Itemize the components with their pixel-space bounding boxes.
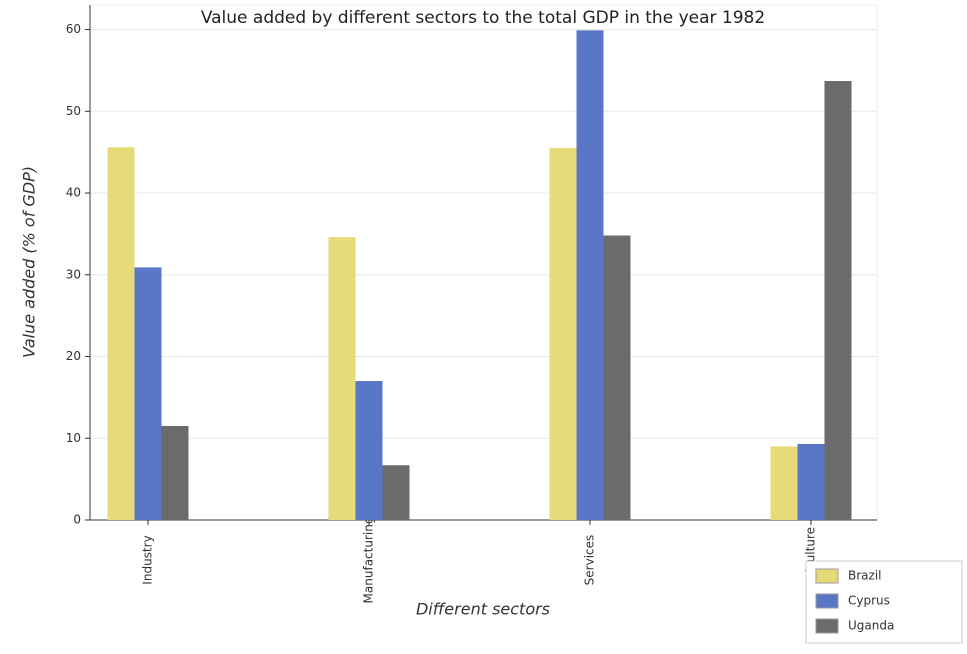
y-tick-label: 0 (73, 513, 81, 527)
bar (576, 30, 604, 520)
bar (770, 446, 798, 520)
plot-frame (89, 4, 878, 521)
y-axis-label: Value added (% of GDP) (20, 166, 39, 358)
y-tick-label: 30 (66, 267, 81, 281)
bar (549, 148, 577, 521)
bar (824, 81, 852, 521)
y-tick-label: 60 (66, 22, 81, 36)
legend-label: Cyprus (848, 594, 890, 608)
x-tick-label: Services (583, 535, 597, 586)
x-axis-label: Different sectors (416, 600, 550, 619)
legend-swatch (815, 618, 839, 634)
bar (134, 267, 162, 520)
bar (161, 425, 189, 520)
legend-label: Brazil (848, 569, 882, 583)
legend-label: Uganda (848, 619, 894, 633)
legend-swatch (815, 593, 839, 609)
bar (382, 465, 410, 520)
chart-title: Value added by different sectors to the … (201, 8, 765, 28)
bar (355, 381, 383, 520)
x-tick-label: Manufacturing (362, 517, 376, 604)
bar (328, 237, 356, 520)
bar (603, 235, 631, 520)
y-tick-label: 40 (66, 186, 81, 200)
bar (797, 443, 825, 520)
x-tick-label: Industry (141, 535, 155, 584)
y-tick-label: 20 (66, 349, 81, 363)
legend-swatch (815, 568, 839, 584)
bar (107, 147, 135, 520)
y-tick-label: 50 (66, 104, 81, 118)
y-tick-label: 10 (66, 431, 81, 445)
